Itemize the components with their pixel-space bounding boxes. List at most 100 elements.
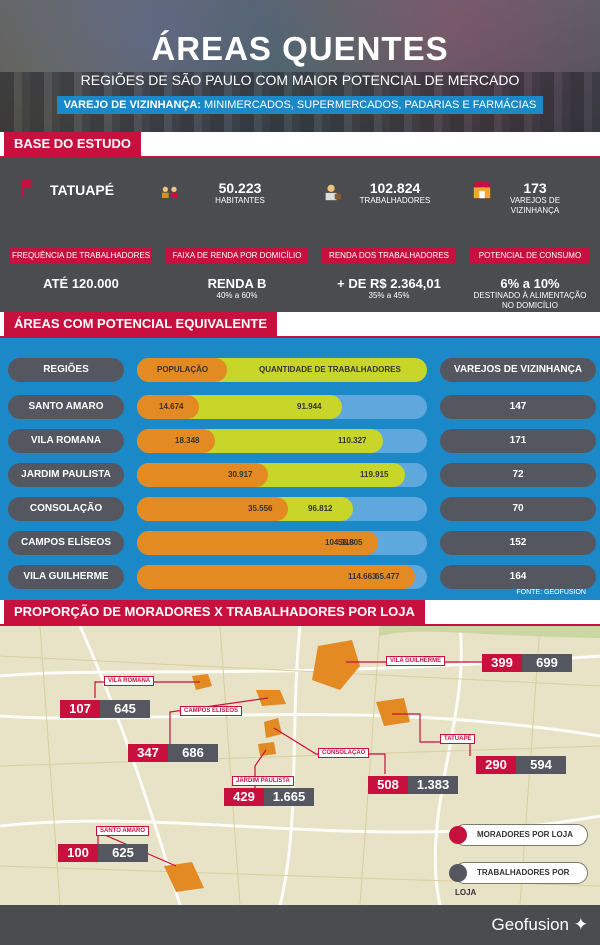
trabalhadores-value: 1.383 [408,776,458,794]
metric-1-sub: 40% a 60% [216,291,258,300]
map-region-label: VILA GUILHERME [386,656,446,666]
legend-moradores: MORADORES POR LOJA [449,824,588,846]
varejos-number: 173 [523,180,547,196]
bar-track: 18.348 110.327 [137,429,427,453]
region-label: SANTO AMARO [8,395,124,419]
flag-icon [22,180,33,197]
metric-1-value: RENDA B [207,276,267,291]
stat-trabalhadores: 102.824 TRABALHADORES [352,180,438,206]
varejos-label-1: VAREJOS DE [509,196,561,205]
trabalhadores-value: 1.665 [264,788,314,806]
trabalhadores-value: 594 [516,756,566,774]
col-header-work: QUANTIDADE DE TRABALHADORES [259,365,401,374]
map-section: VILA GUILHERME 399 699 VILA ROMANA 107 645 CAM… [0,626,600,905]
map-region-label: CAMPOS ELÍSEOS [180,706,243,716]
metric-3-sub1: DESTINADO À ALIMENTAÇÃO [473,291,587,300]
metric-value-2: + DE R$ 2.364,01 35% a 45% [322,276,456,301]
map-region-label: CONSOLAÇÃO [318,748,370,758]
pop-value-label: 14.674 [159,402,184,411]
bar-track: 56.805 104.318 [137,531,427,555]
bar-track: 30.917 119.915 [137,463,427,487]
geofusion-logo: Geofusion ✦ [492,915,588,935]
stat-varejos: 173 VAREJOS DE VIZINHANÇA [500,180,570,216]
legend-dot-icon [449,864,467,882]
work-value-label: 110.327 [338,436,367,445]
pop-value-label: 35.556 [248,504,273,513]
area-santo-amaro [164,862,204,892]
metric-2-sub: 35% a 45% [368,291,410,300]
work-value-label: 91.944 [297,402,322,411]
metric-value-1: RENDA B 40% a 60% [166,276,308,301]
work-value-label: 119.915 [360,470,389,479]
areas-chart: REGIÕES POPULAÇÃO QUANTIDADE DE TRABALHA… [0,338,600,600]
metric-value-3: 6% a 10% DESTINADO À ALIMENTAÇÃO NO DOMICÍ… [470,276,590,311]
section-base-header: BASE DO ESTUDO [0,132,600,158]
bar-populacao [137,395,199,419]
habitantes-number: 50.223 [218,180,262,196]
varejos-value: 72 [440,463,596,487]
area-tatuape [376,698,410,726]
map-region-label: TATUAPÉ [440,734,476,744]
habitantes-label: HABITANTES [215,196,265,205]
col-header-pop: POPULAÇÃO [157,365,209,374]
varejos-value: 147 [440,395,596,419]
area-vila-guilherme [312,640,360,690]
page-title: ÁREAS QUENTES [151,30,449,67]
col-header-bar: POPULAÇÃO QUANTIDADE DE TRABALHADORES [137,358,427,382]
map-region-label: JARDIM PAULISTA [232,776,294,786]
tag-bold: VAREJO DE VIZINHANÇA: [63,99,201,111]
trabalhadores-label: TRABALHADORES [359,196,431,205]
varejos-label-2: VIZINHANÇA [510,206,560,215]
map-region-label: SANTO AMARO [96,826,149,836]
page-subtitle: REGIÕES DE SÃO PAULO COM MAIOR POTENCIAL… [80,72,520,88]
bar-populacao [137,463,268,487]
work-value-label: 104.318 [325,538,354,547]
moradores-value: 429 [224,788,264,806]
region-label: JARDIM PAULISTA [8,463,124,487]
section-base-title: BASE DO ESTUDO [4,132,142,156]
metric-header-1: FAIXA DE RENDA POR DOMICÍLIO [166,248,308,264]
metric-header-0: FREQUÊNCIA DE TRABALHADORES [10,248,152,264]
logo-mark-icon: ✦ [573,915,588,934]
trabalhadores-value: 699 [522,654,572,672]
pop-value-label: 18.348 [175,436,200,445]
metric-0-value: ATÉ 120.000 [43,276,119,291]
trabalhadores-value: 645 [100,700,150,718]
varejos-value: 164 [440,565,596,589]
varejos-value: 152 [440,531,596,555]
map-region-label: VILA ROMANA [104,676,155,686]
trabalhadores-number: 102.824 [369,180,421,196]
legend-trabalhadores: TRABALHADORES POR LOJA [449,862,588,897]
base-section: TATUAPÉ 50.223 HABITANTES 102.824 TRABALHA… [0,158,600,312]
moradores-value: 399 [482,654,522,672]
bar-populacao [137,497,288,521]
metric-2-value: + DE R$ 2.364,01 [337,276,441,291]
region-label: CONSOLAÇÃO [8,497,124,521]
bar-populacao [137,531,378,555]
area-jardim-paulista [258,742,276,756]
trabalhadores-value: 686 [168,744,218,762]
col-header-pop-pill [137,358,227,382]
pop-value-label: 30.917 [228,470,253,479]
metric-header-3: POTENCIAL DE CONSUMO [470,248,590,264]
bar-populacao [137,565,415,589]
moradores-value: 100 [58,844,98,862]
logo-text: Geofusion [491,915,570,934]
moradores-value: 347 [128,744,168,762]
bar-track: 35.556 96.812 [137,497,427,521]
moradores-value: 107 [60,700,100,718]
footer: Geofusion ✦ [0,905,600,945]
pop-value-label: 65.477 [375,572,400,581]
metric-header-2: RENDA DOS TRABALHADORES [322,248,456,264]
section-areas-header: ÁREAS COM POTENCIAL EQUIVALENTE [0,312,600,338]
source-note: FONTE: GEOFUSION [516,589,586,596]
hero-header: ÁREAS QUENTES REGIÕES DE SÃO PAULO COM M… [0,0,600,132]
region-label: VILA ROMANA [8,429,124,453]
area-vila-romana [192,674,212,690]
varejos-value: 171 [440,429,596,453]
pop-value-label: 56.805 [338,538,363,547]
area-consolacao [264,718,282,738]
trabalhadores-value: 625 [98,844,148,862]
metric-3-value: 6% a 10% [500,276,560,291]
metric-value-0: ATÉ 120.000 [10,276,152,291]
